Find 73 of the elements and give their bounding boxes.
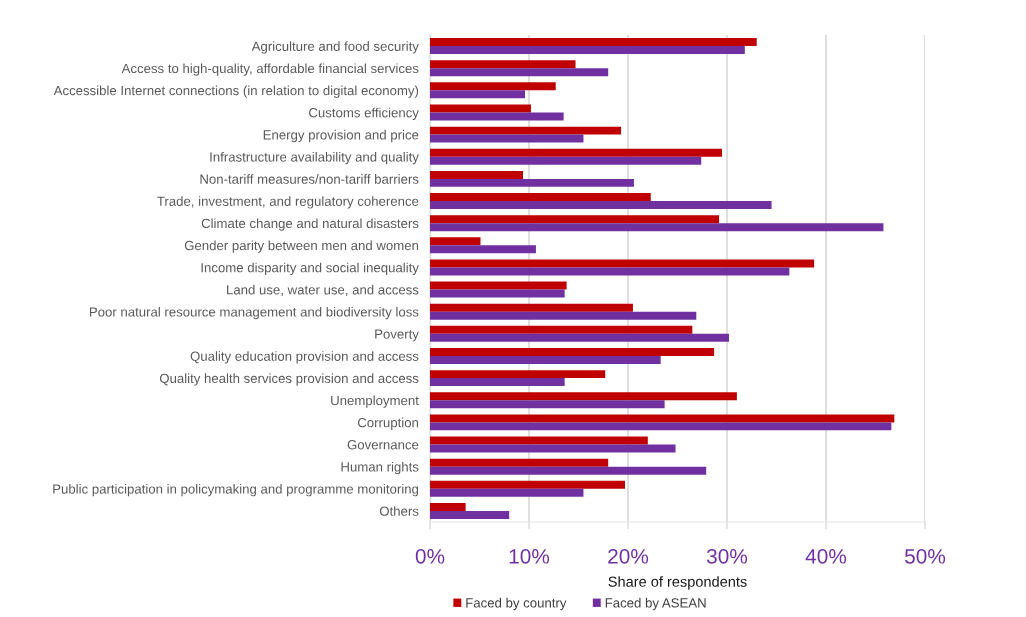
legend-label: Faced by country (466, 597, 567, 611)
y-tick-label: Climate change and natural disasters (201, 218, 419, 231)
bar (430, 82, 556, 91)
x-tick-label: 50% (904, 548, 946, 564)
bar (430, 126, 622, 135)
bar (430, 201, 772, 209)
y-tick-label: Access to high-quality, affordable financial services (121, 63, 419, 76)
bar (430, 178, 634, 187)
bar (430, 480, 626, 489)
bar (430, 436, 648, 445)
bar (430, 223, 884, 232)
bar (430, 502, 466, 511)
legend-label: Faced by ASEAN (605, 597, 706, 611)
bar (430, 355, 661, 364)
y-tick-label: Human rights (341, 461, 419, 475)
y-tick-label: Agriculture and food security (251, 41, 419, 54)
bar (430, 46, 745, 55)
bar (430, 370, 606, 379)
x-tick-label: 30% (706, 548, 748, 564)
y-tick-label: Unemployment (331, 395, 419, 408)
y-tick-label: Quality health services provision and access (159, 373, 419, 386)
bar (430, 303, 633, 312)
y-tick-label: Land use, water use, and access (227, 284, 419, 297)
y-tick-label: Trade, investment, and regulatory coherence (157, 196, 419, 209)
y-tick-label: Customs efficiency (309, 107, 419, 120)
x-tick-label: 10% (509, 548, 550, 564)
x-tick-label: 40% (805, 548, 847, 564)
bar (430, 311, 697, 320)
bar (430, 38, 757, 47)
bar (430, 325, 693, 334)
y-tick-label: Quality education provision and access (190, 351, 419, 364)
bar (430, 112, 564, 121)
bar (430, 148, 723, 157)
bar (430, 134, 584, 143)
bar (430, 267, 790, 276)
bar (430, 156, 702, 165)
y-tick-label: Accessible Internet connections (in relation to digital economy) (53, 85, 419, 98)
y-tick-label: Others (379, 506, 419, 516)
bar (430, 237, 481, 246)
bar (430, 348, 715, 356)
y-tick-label: Public participation in policymaking and programme monitoring (53, 484, 419, 497)
bar (430, 68, 609, 77)
bar (430, 378, 565, 387)
bar (430, 458, 609, 467)
y-tick-label: Income disparity and social inequality (201, 262, 419, 275)
y-tick-label: Poor natural resource management and biodiversity loss (89, 306, 419, 320)
y-tick-label: Gender parity between men and women (184, 240, 419, 253)
bar (430, 414, 895, 423)
bar (430, 193, 651, 202)
y-tick-label: Poverty (375, 329, 419, 342)
y-tick-label: Energy provision and price (263, 129, 419, 143)
bar (430, 281, 567, 290)
x-tick-label: 20% (608, 548, 649, 564)
bar (430, 333, 729, 342)
y-tick-label: Infrastructure availability and quality (210, 151, 419, 165)
bar (430, 289, 565, 298)
y-tick-label: Governance (347, 440, 419, 450)
bar (430, 215, 720, 224)
bar (430, 245, 536, 254)
bar (430, 90, 526, 99)
bar (430, 170, 524, 179)
x-tick-label: 0% (415, 548, 445, 564)
bar (430, 488, 584, 497)
bar (430, 400, 665, 409)
y-tick-label: Non-tariff measures/non-tariff barriers (200, 174, 419, 184)
bar (430, 510, 510, 519)
bar (430, 466, 707, 475)
x-axis-title: Share of respondents (608, 576, 747, 590)
bar (430, 422, 892, 431)
y-tick-label: Corruption (357, 417, 419, 430)
bar (430, 60, 576, 69)
bar (430, 392, 737, 401)
bar (430, 259, 815, 268)
